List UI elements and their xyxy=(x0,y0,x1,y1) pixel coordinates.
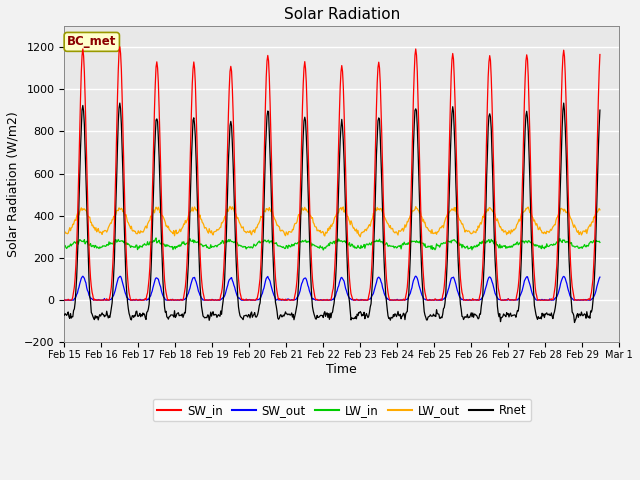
X-axis label: Time: Time xyxy=(326,363,357,376)
Y-axis label: Solar Radiation (W/m2): Solar Radiation (W/m2) xyxy=(7,111,20,257)
Text: BC_met: BC_met xyxy=(67,36,116,48)
Legend: SW_in, SW_out, LW_in, LW_out, Rnet: SW_in, SW_out, LW_in, LW_out, Rnet xyxy=(152,399,531,421)
Title: Solar Radiation: Solar Radiation xyxy=(284,7,400,22)
